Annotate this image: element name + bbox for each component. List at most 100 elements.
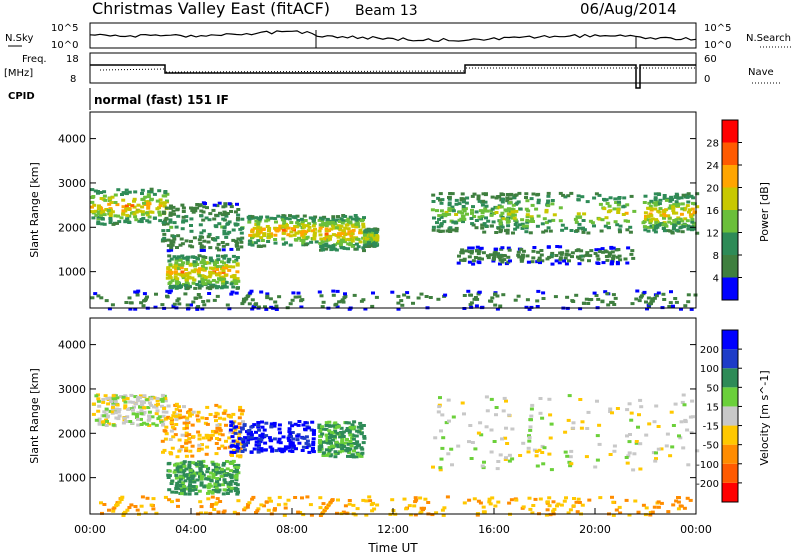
heatmap-cell [661, 292, 666, 296]
heatmap-cell [340, 433, 345, 437]
heatmap-cell [352, 449, 356, 453]
heatmap-cell [616, 211, 621, 214]
heatmap-cell [474, 226, 479, 230]
heatmap-cell [229, 486, 234, 490]
heatmap-cell [500, 200, 505, 204]
heatmap-cell [272, 421, 277, 425]
heatmap-cell [311, 219, 316, 223]
heatmap-cell [541, 291, 546, 295]
heatmap-cell [277, 295, 282, 299]
heatmap-cell [237, 426, 242, 430]
heatmap-cell [344, 223, 349, 227]
heatmap-cell [563, 430, 568, 434]
heatmap-cell [240, 442, 245, 446]
heatmap-cell [140, 205, 145, 209]
heatmap-cell [440, 413, 445, 417]
heatmap-cell [624, 498, 629, 502]
heatmap-cell [513, 223, 518, 226]
heatmap-cell [654, 218, 659, 222]
heatmap-cell [446, 452, 451, 456]
heatmap-cell [265, 225, 270, 228]
heatmap-cell [335, 233, 340, 237]
heatmap-cell [293, 496, 298, 499]
heatmap-cell [100, 511, 104, 515]
heatmap-cell [324, 229, 329, 233]
heatmap-cell [107, 508, 111, 512]
heatmap-cell [208, 273, 213, 277]
heatmap-cell [431, 465, 435, 469]
heatmap-cell [553, 295, 558, 299]
heatmap-cell [100, 217, 105, 221]
heatmap-cell [265, 294, 270, 298]
heatmap-cell [235, 483, 240, 487]
heatmap-cell [222, 461, 227, 465]
heatmap-cell [146, 418, 151, 422]
heatmap-cell [238, 238, 243, 241]
heatmap-cell [551, 218, 556, 222]
heatmap-cell [216, 285, 220, 289]
heatmap-cell [627, 402, 632, 406]
heatmap-cell [343, 215, 348, 218]
heatmap-cell [671, 205, 676, 209]
heatmap-cell [192, 278, 197, 282]
heatmap-cell [127, 207, 132, 211]
heatmap-cell [682, 506, 687, 510]
heatmap-cell [288, 432, 293, 436]
heatmap-cell [304, 446, 309, 449]
heatmap-cell [228, 415, 233, 419]
heatmap-cell [147, 417, 152, 421]
y-tick-label: 3000 [58, 177, 86, 190]
heatmap-cell [625, 203, 630, 207]
heatmap-cell [159, 404, 164, 408]
heatmap-cell [231, 439, 236, 443]
heatmap-cell [439, 201, 444, 205]
colorbar-swatch [722, 142, 738, 165]
heatmap-cell [256, 446, 261, 450]
heatmap-cell [448, 192, 453, 195]
heatmap-cell [282, 513, 287, 517]
heatmap-cell [473, 256, 478, 259]
heatmap-cell [250, 228, 255, 232]
heatmap-cell [230, 435, 235, 439]
heatmap-cell [257, 428, 262, 432]
heatmap-cell [226, 473, 231, 477]
heatmap-cell [106, 209, 111, 212]
heatmap-cell [503, 254, 507, 258]
heatmap-cell [558, 245, 563, 249]
heatmap-cell [625, 434, 629, 438]
heatmap-cell [647, 201, 652, 205]
heatmap-cell [627, 451, 632, 455]
heatmap-cell [525, 215, 530, 219]
heatmap-cell [236, 446, 241, 450]
heatmap-cell [309, 513, 314, 517]
heatmap-cell [547, 496, 552, 500]
heatmap-cell [109, 201, 114, 204]
heatmap-cell [109, 400, 113, 404]
heatmap-cell [590, 221, 595, 225]
heatmap-cell [581, 230, 586, 234]
heatmap-cell [258, 217, 263, 221]
heatmap-cell [205, 206, 209, 210]
heatmap-cell [231, 254, 236, 258]
heatmap-cell [577, 255, 582, 259]
heatmap-cell [577, 501, 582, 504]
heatmap-cell [214, 213, 219, 217]
heatmap-cell [189, 229, 194, 233]
heatmap-cell [248, 233, 253, 237]
colorbar-swatch [722, 444, 738, 464]
heatmap-cell [260, 420, 264, 424]
heatmap-cell [253, 241, 258, 245]
heatmap-cell [101, 210, 106, 214]
heatmap-cell [610, 260, 615, 264]
heatmap-cell [683, 195, 688, 199]
heatmap-cell [439, 209, 444, 213]
heatmap-cell [335, 443, 340, 447]
heatmap-cell [486, 256, 491, 260]
heatmap-cell [419, 292, 424, 296]
heatmap-cell [258, 230, 263, 234]
heatmap-cell [159, 398, 164, 402]
heatmap-cell [614, 201, 619, 204]
heatmap-cell [339, 241, 343, 245]
heatmap-cell [369, 242, 374, 246]
heatmap-cell [277, 437, 282, 441]
